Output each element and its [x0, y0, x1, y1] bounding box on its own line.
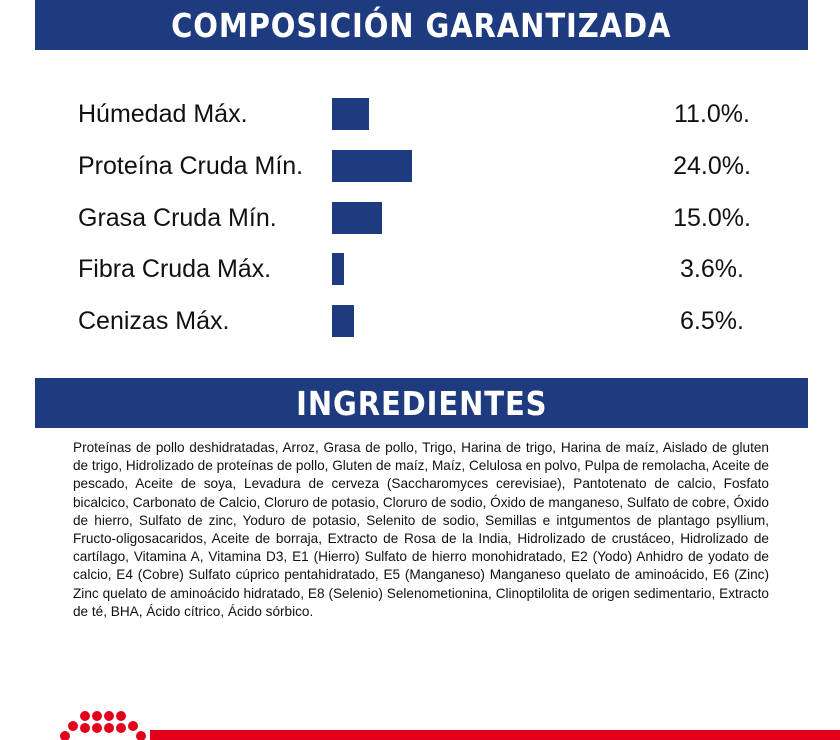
- nutrient-value: 15.0%.: [673, 203, 751, 232]
- nutrient-label: Fibra Cruda Máx.: [78, 255, 272, 284]
- nutrient-value: 24.0%.: [673, 151, 751, 180]
- nutrient-label: Grasa Cruda Mín.: [78, 203, 277, 232]
- nutrient-label: Húmedad Máx.: [78, 100, 248, 128]
- nutrient-label: Proteína Cruda Mín.: [78, 151, 304, 180]
- nutrient-value: 11.0%.: [674, 100, 750, 128]
- nutrient-value: 3.6%.: [680, 255, 744, 284]
- crown-logo: [60, 711, 146, 740]
- nutrient-label: Cenizas Máx.: [78, 307, 230, 336]
- ingredients-text: Proteínas de pollo deshidratadas, Arroz,…: [73, 440, 769, 619]
- section-banner: INGREDIENTES: [35, 378, 808, 428]
- nutrient-bar: [332, 253, 344, 286]
- footer-stripe: [150, 730, 840, 740]
- section-banner: COMPOSICIÓN GARANTIZADA: [35, 0, 808, 50]
- nutrient-bar: [332, 149, 412, 182]
- footer-logo: [60, 711, 840, 740]
- section-title: INGREDIENTES: [295, 384, 548, 423]
- section-title: COMPOSICIÓN GARANTIZADA: [171, 6, 672, 45]
- nutrient-value: 6.5%.: [680, 307, 744, 336]
- nutrient-bar: [332, 305, 354, 338]
- nutrient-bar: [332, 98, 369, 130]
- nutrient-bar: [332, 201, 382, 234]
